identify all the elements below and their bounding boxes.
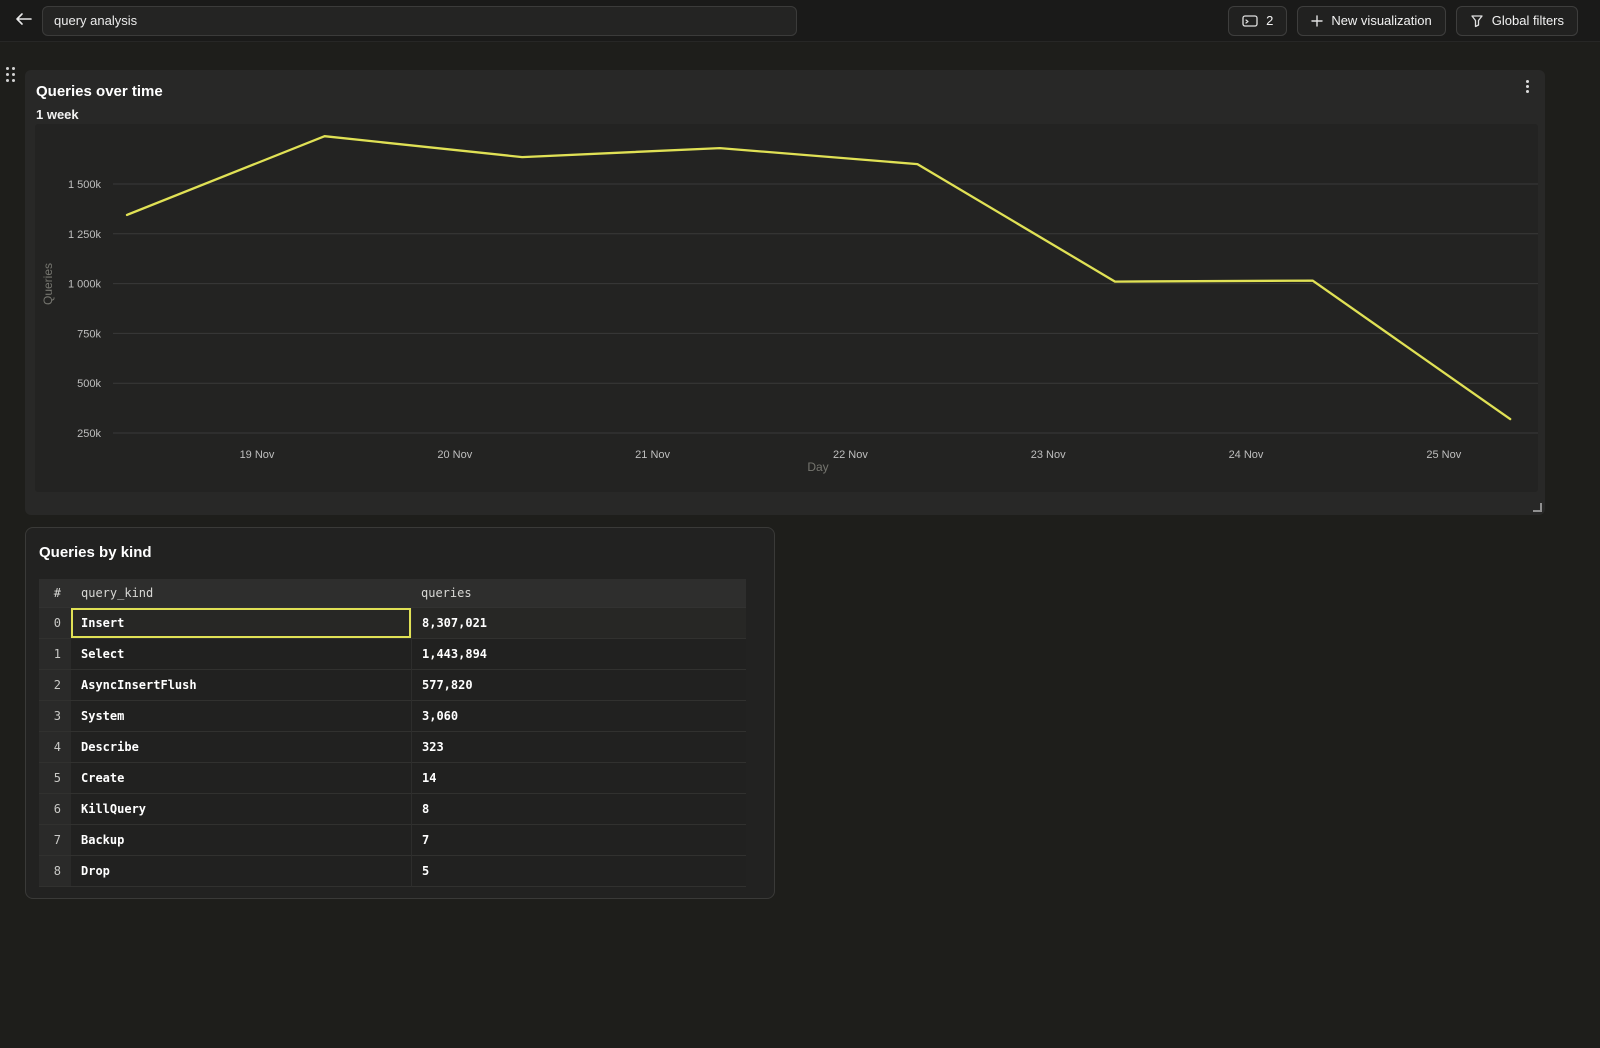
table-row: 4 Describe 323 xyxy=(39,732,746,763)
x-tick-label: 25 Nov xyxy=(1426,449,1461,461)
panel-drag-handle-icon[interactable] xyxy=(6,67,20,85)
y-tick-label: 750k xyxy=(77,328,101,340)
x-tick-label: 23 Nov xyxy=(1031,449,1066,461)
column-header-index[interactable]: # xyxy=(39,579,71,608)
table-row: 7 Backup 7 xyxy=(39,825,746,856)
new-visualization-button[interactable]: New visualization xyxy=(1297,5,1446,36)
global-filters-button[interactable]: Global filters xyxy=(1455,5,1578,36)
table-row: 0 Insert 8,307,021 xyxy=(39,608,746,639)
x-tick-label: 24 Nov xyxy=(1229,449,1264,461)
panel-resize-handle[interactable] xyxy=(1533,503,1542,512)
row-index: 5 xyxy=(39,763,71,794)
y-tick-label: 1 500k xyxy=(68,179,102,191)
chart-panel-subtitle: 1 week xyxy=(36,107,79,122)
table-row: 1 Select 1,443,894 xyxy=(39,639,746,670)
row-index: 7 xyxy=(39,825,71,856)
queries-value-cell[interactable]: 323 xyxy=(411,732,746,763)
column-header-queries[interactable]: queries xyxy=(411,579,746,608)
query-kind-cell[interactable]: System xyxy=(71,701,411,732)
query-kind-cell[interactable]: Select xyxy=(71,639,411,670)
x-tick-label: 21 Nov xyxy=(635,449,670,461)
plus-icon xyxy=(1311,14,1324,27)
row-index: 8 xyxy=(39,856,71,887)
topbar-actions: 2 New visualization Global filters xyxy=(1228,5,1578,36)
y-tick-label: 1 250k xyxy=(68,229,102,241)
table-row: 6 KillQuery 8 xyxy=(39,794,746,825)
y-tick-label: 500k xyxy=(77,378,101,390)
back-button[interactable] xyxy=(12,9,36,33)
queries-value-cell[interactable]: 577,820 xyxy=(411,670,746,701)
y-axis-label: Queries xyxy=(41,263,55,305)
global-filters-label: Global filters xyxy=(1491,13,1564,28)
topbar: 2 New visualization Global filters xyxy=(0,0,1600,42)
query-kind-cell[interactable]: Insert xyxy=(71,608,411,639)
row-index: 0 xyxy=(39,608,71,639)
y-tick-label: 1 000k xyxy=(68,279,102,291)
x-tick-label: 19 Nov xyxy=(240,449,275,461)
x-axis-label: Day xyxy=(807,460,828,474)
queries-chart[interactable]: 1 500k 1 250k 1 000k 750k 500k 250k 19 Nov 20 N… xyxy=(35,124,1538,492)
queries-by-kind-table: # query_kind queries 0 Insert 8,307,021 1 Se… xyxy=(39,579,746,887)
queries-value-cell[interactable]: 14 xyxy=(411,763,746,794)
funnel-icon xyxy=(1470,14,1484,28)
queries-value-cell[interactable]: 1,443,894 xyxy=(411,639,746,670)
table-header-row: # query_kind queries xyxy=(39,579,746,608)
table-row: 3 System 3,060 xyxy=(39,701,746,732)
terminal-icon xyxy=(1242,14,1258,28)
query-kind-cell[interactable]: Describe xyxy=(71,732,411,763)
queries-value-cell[interactable]: 8,307,021 xyxy=(411,608,746,639)
x-tick-label: 20 Nov xyxy=(437,449,472,461)
x-tick-label: 22 Nov xyxy=(833,449,868,461)
y-tick-label: 250k xyxy=(77,428,101,440)
query-count-button[interactable]: 2 xyxy=(1228,5,1288,36)
queries-over-time-panel: Queries over time 1 week 1 500k 1 250k 1 0… xyxy=(25,70,1545,515)
row-index: 1 xyxy=(39,639,71,670)
back-arrow-icon xyxy=(15,12,33,29)
row-index: 6 xyxy=(39,794,71,825)
row-index: 3 xyxy=(39,701,71,732)
query-kind-cell[interactable]: Backup xyxy=(71,825,411,856)
queries-value-cell[interactable]: 7 xyxy=(411,825,746,856)
table-row: 2 AsyncInsertFlush 577,820 xyxy=(39,670,746,701)
table-row: 8 Drop 5 xyxy=(39,856,746,887)
table-row: 5 Create 14 xyxy=(39,763,746,794)
query-count-label: 2 xyxy=(1266,13,1274,28)
panel-menu-button[interactable] xyxy=(1520,79,1534,95)
table-panel-title: Queries by kind xyxy=(39,544,152,561)
new-visualization-label: New visualization xyxy=(1331,13,1432,28)
kebab-icon xyxy=(1525,80,1529,83)
row-index: 4 xyxy=(39,732,71,763)
query-kind-cell[interactable]: Create xyxy=(71,763,411,794)
row-index: 2 xyxy=(39,670,71,701)
dashboard-title-input[interactable] xyxy=(42,5,797,36)
queries-line-series xyxy=(125,135,1512,421)
column-header-query-kind[interactable]: query_kind xyxy=(71,579,411,608)
queries-by-kind-panel: Queries by kind # query_kind queries 0 In… xyxy=(25,527,775,899)
query-kind-cell[interactable]: AsyncInsertFlush xyxy=(71,670,411,701)
queries-value-cell[interactable]: 3,060 xyxy=(411,701,746,732)
queries-value-cell[interactable]: 5 xyxy=(411,856,746,887)
queries-table-body: 0 Insert 8,307,021 1 Select 1,443,894 2 AsyncIn… xyxy=(39,608,746,887)
queries-value-cell[interactable]: 8 xyxy=(411,794,746,825)
queries-chart-svg: 1 500k 1 250k 1 000k 750k 500k 250k 19 Nov 20 N… xyxy=(41,135,1538,474)
query-kind-cell[interactable]: KillQuery xyxy=(71,794,411,825)
chart-panel-title: Queries over time xyxy=(36,83,163,100)
query-kind-cell[interactable]: Drop xyxy=(71,856,411,887)
